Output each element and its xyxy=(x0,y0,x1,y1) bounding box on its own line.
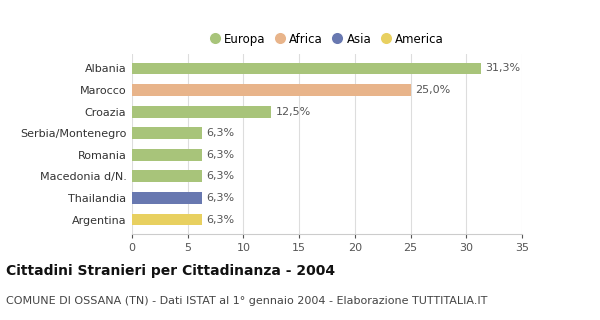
Text: COMUNE DI OSSANA (TN) - Dati ISTAT al 1° gennaio 2004 - Elaborazione TUTTITALIA.: COMUNE DI OSSANA (TN) - Dati ISTAT al 1°… xyxy=(6,296,487,306)
Text: 31,3%: 31,3% xyxy=(485,63,520,74)
Legend: Europa, Africa, Asia, America: Europa, Africa, Asia, America xyxy=(205,28,449,51)
Text: Cittadini Stranieri per Cittadinanza - 2004: Cittadini Stranieri per Cittadinanza - 2… xyxy=(6,264,335,278)
Text: 6,3%: 6,3% xyxy=(206,193,235,203)
Bar xyxy=(132,192,202,204)
Text: 6,3%: 6,3% xyxy=(206,214,235,225)
Bar xyxy=(132,213,202,226)
Text: 25,0%: 25,0% xyxy=(415,85,450,95)
Bar xyxy=(132,171,202,182)
Text: 6,3%: 6,3% xyxy=(206,128,235,138)
Bar xyxy=(132,127,202,139)
Text: 6,3%: 6,3% xyxy=(206,150,235,160)
Text: 12,5%: 12,5% xyxy=(276,107,311,116)
Bar xyxy=(132,62,481,75)
Text: 6,3%: 6,3% xyxy=(206,172,235,181)
Bar xyxy=(132,149,202,161)
Bar xyxy=(132,84,410,96)
Bar xyxy=(132,106,271,117)
